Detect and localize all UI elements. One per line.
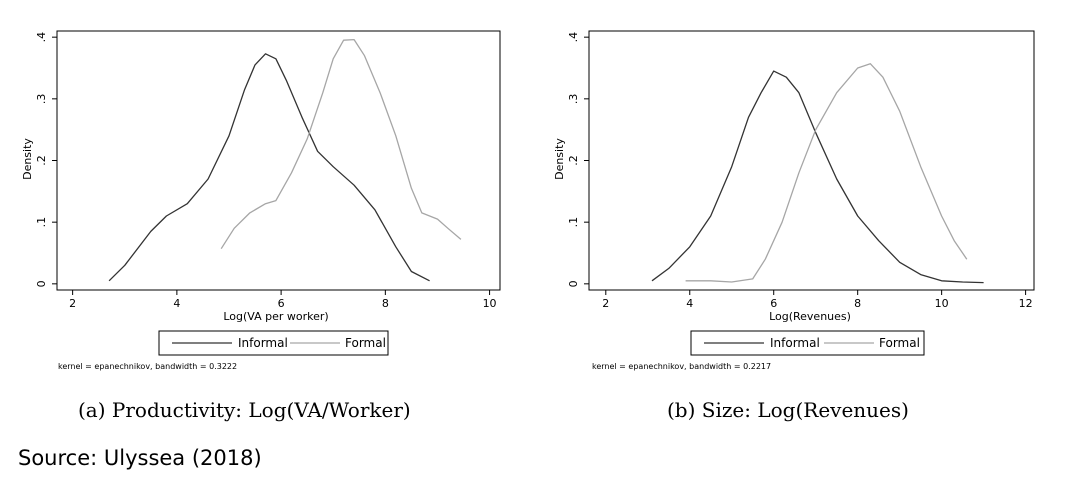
y-tick-label: .3 [567,94,580,105]
x-tick-label: 8 [854,297,861,310]
legend-box [158,330,389,356]
legend-box [690,330,925,356]
caption-b: (b) Size: Log(Revenues) [667,398,909,422]
x-tick-label: 6 [770,297,777,310]
y-tick-label: 0 [35,280,48,287]
x-tick-label: 4 [686,297,693,310]
density-line-informal [651,70,984,284]
y-axis-title: Density [21,138,34,180]
x-tick-label: 8 [382,297,389,310]
kernel-note: kernel = epanechnikov, bandwidth = 0.221… [592,362,771,371]
y-tick-label: .1 [567,217,580,228]
y-tick-label: .3 [35,94,48,105]
caption-a: (a) Productivity: Log(VA/Worker) [78,398,411,422]
x-tick-label: 10 [483,297,497,310]
legend-label-informal: Informal [770,336,820,350]
density-line-formal [685,63,968,283]
x-tick-label: 10 [935,297,949,310]
density-line-informal [108,53,430,282]
kernel-note: kernel = epanechnikov, bandwidth = 0.322… [58,362,237,371]
y-tick-label: .2 [35,155,48,166]
y-tick-label: .4 [567,32,580,43]
legend: Informal Formal [158,330,389,356]
chart-productivity: 2 4 6 8 10 0 .1 .2 .3 .4 Density Log(VA per worke… [21,30,501,371]
x-tick-label: 4 [173,297,180,310]
chart-size: 2 4 6 8 10 120.1.2.3.4 Density Log(Revenues) … [553,30,1035,371]
x-tick-label: 2 [602,297,609,310]
x-axis-title: Log(VA per worker) [223,310,328,323]
x-tick-label: 6 [278,297,285,310]
plot-frame [588,30,1035,291]
x-axis-title: Log(Revenues) [769,310,851,323]
legend-label-formal: Formal [879,336,920,350]
legend-label-formal: Formal [345,336,386,350]
legend: Informal Formal [690,330,925,356]
y-axis-title: Density [553,138,566,180]
y-tick-label: .2 [567,155,580,166]
plot-frame [56,30,501,291]
legend-label-informal: Informal [238,336,288,350]
density-line-formal [220,38,462,250]
plot-area: 2 4 6 8 10 12 0 .1 .2 .3 .4 [567,30,1035,310]
y-tick-label: .1 [35,217,48,228]
plot-area: 2 4 6 8 10 0 .1 .2 .3 .4 [35,30,501,310]
y-tick-label: 0 [567,280,580,287]
source-text: Source: Ulyssea (2018) [18,446,262,470]
x-tick-label: 2 [69,297,76,310]
x-tick-label: 12 [1019,297,1033,310]
y-tick-label: .4 [35,32,48,43]
